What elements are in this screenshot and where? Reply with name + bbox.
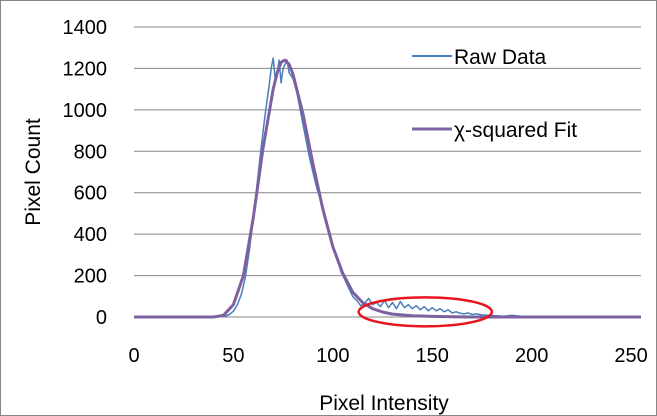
y-tick-labels: 0 200 400 600 800 1000 1200 1400 (63, 17, 108, 329)
annotation-group (357, 296, 494, 328)
x-tick-label-250: 250 (614, 345, 647, 367)
x-axis-title: Pixel Intensity (319, 392, 449, 415)
legend: Raw Data χ-squared Fit (412, 46, 577, 142)
x-tick-label-150: 150 (416, 345, 449, 367)
y-axis-title: Pixel Count (22, 118, 45, 226)
x-tick-labels: 0 50 100 150 200 250 (128, 345, 647, 367)
x-tick-label-50: 50 (222, 345, 244, 367)
y-tick-label-1200: 1200 (63, 58, 108, 80)
x-tick-label-200: 200 (515, 345, 548, 367)
y-tick-label-1000: 1000 (63, 100, 108, 122)
series-group (134, 57, 641, 319)
y-tick-label-600: 600 (74, 183, 107, 205)
y-tick-label-400: 400 (74, 224, 107, 246)
y-tick-label-1400: 1400 (63, 17, 108, 39)
y-tick-label-800: 800 (74, 141, 107, 163)
x-tick-label-0: 0 (128, 345, 139, 367)
x-tick-label-100: 100 (316, 345, 349, 367)
gridlines (134, 26, 641, 277)
series-line-raw-data (134, 57, 641, 318)
legend-label-fit: χ-squared Fit (454, 119, 577, 142)
legend-label-raw-data: Raw Data (454, 46, 547, 69)
y-tick-label-0: 0 (96, 307, 107, 329)
series-line-fit (134, 58, 641, 319)
highlight-ellipse (357, 296, 494, 328)
y-tick-label-200: 200 (74, 266, 107, 288)
